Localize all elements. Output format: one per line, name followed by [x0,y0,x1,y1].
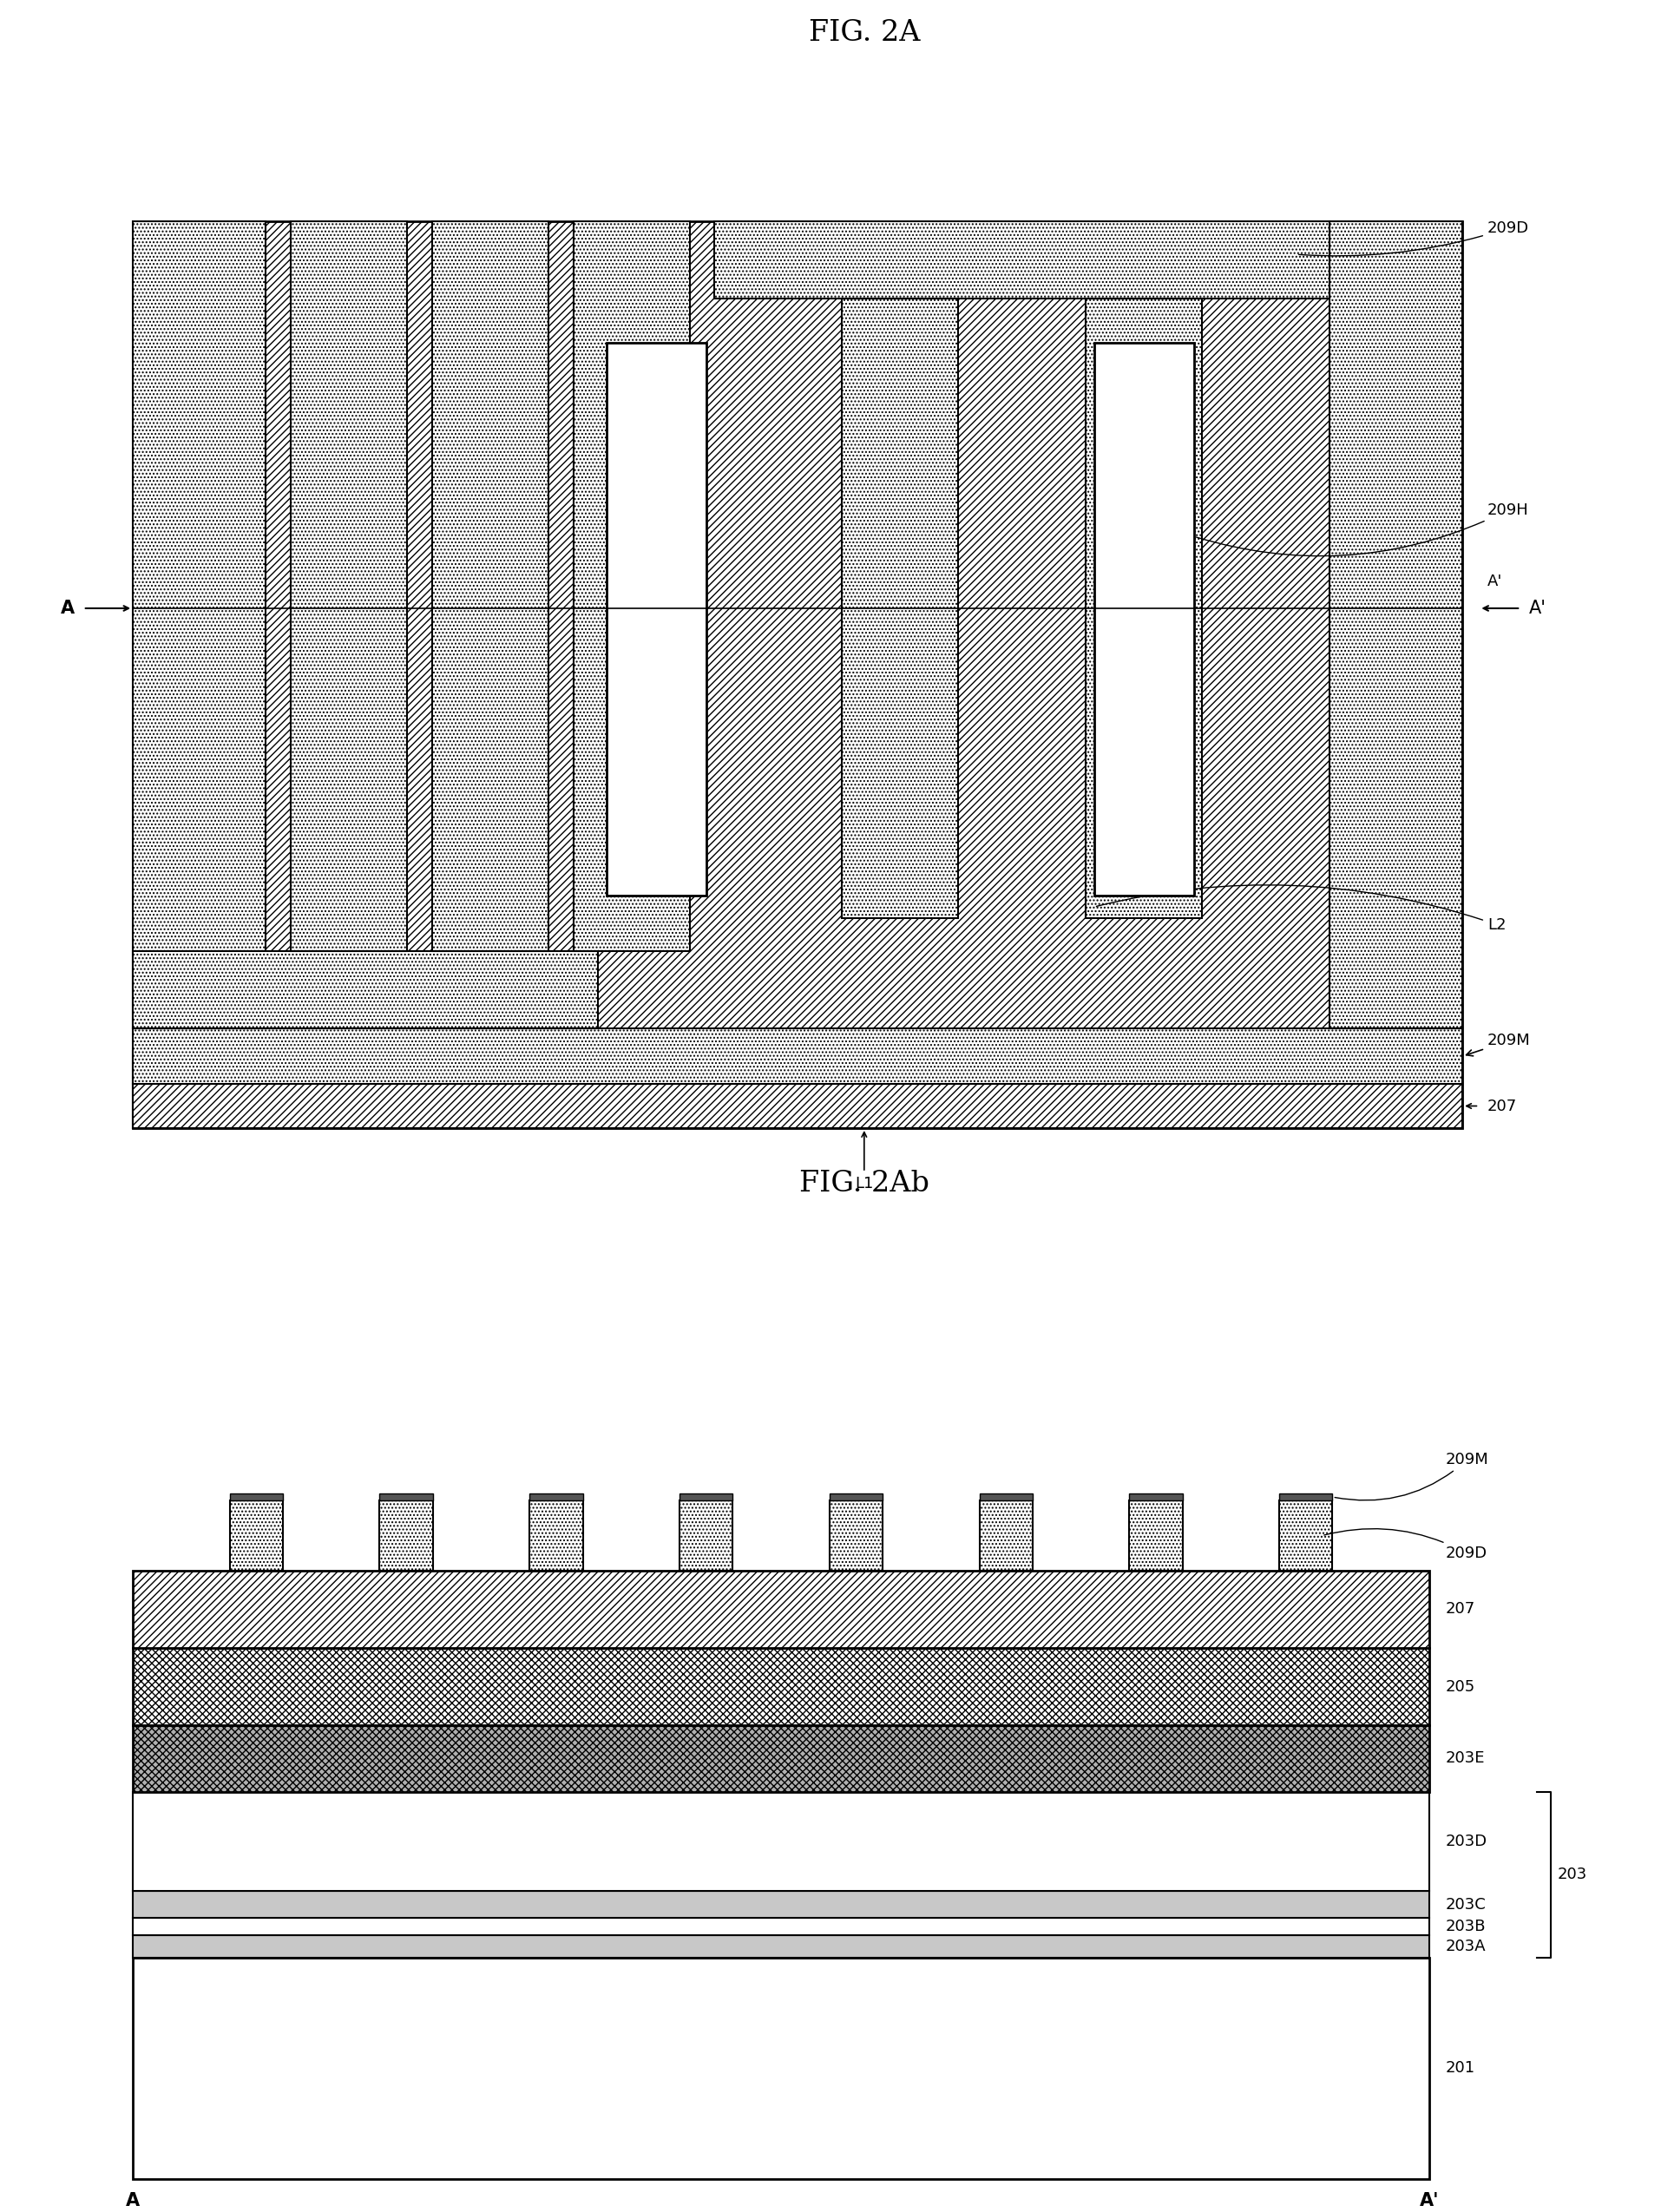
Text: 203E: 203E [1445,1750,1485,1767]
Bar [133,951,598,1029]
Text: FIG. 2Ab: FIG. 2Ab [799,1170,928,1197]
Bar [133,1648,1428,1725]
Bar [714,221,1329,299]
Text: FIG. 2A: FIG. 2A [807,20,920,46]
Bar [133,221,266,1029]
Bar [573,221,689,951]
Bar [1129,1502,1183,1571]
Bar [1279,1493,1332,1502]
Text: A: A [61,599,75,617]
Bar [379,1502,432,1571]
Bar [606,343,706,896]
Bar [829,1502,882,1571]
Bar [530,1493,583,1502]
Text: 203B: 203B [1445,1918,1485,1936]
Bar [133,1029,1462,1084]
Bar [229,1493,282,1502]
Bar [679,1502,733,1571]
Text: 203D: 203D [1445,1834,1487,1849]
Text: 203A: 203A [1445,1938,1485,1955]
Text: A': A' [1528,599,1545,617]
Text: L1: L1 [854,1175,874,1192]
Text: A': A' [1418,2192,1438,2210]
Text: 209D: 209D [1324,1528,1487,1562]
Bar [829,1493,882,1502]
Bar [1085,299,1201,918]
Bar [1093,343,1193,896]
Bar [1279,1502,1332,1571]
Text: 201: 201 [1445,2059,1475,2077]
Bar [133,1936,1428,1958]
Bar [432,221,548,951]
Bar [978,1493,1031,1502]
Text: 209H: 209H [1196,502,1528,555]
Bar [530,1502,583,1571]
Bar [1329,221,1462,1029]
Text: 203C: 203C [1445,1896,1485,1913]
Bar [229,1502,282,1571]
Bar [379,1493,432,1502]
Text: A': A' [1487,573,1502,591]
Text: A: A [126,2192,140,2210]
Bar [133,1918,1428,1936]
Bar [133,221,1462,1128]
Bar [133,1958,1428,2179]
Text: 205: 205 [1445,1679,1475,1694]
Text: 203: 203 [1556,1867,1586,1882]
Text: 207: 207 [1445,1601,1475,1617]
Bar [133,1891,1428,1918]
Bar [133,1571,1428,1648]
Bar [1129,1493,1183,1502]
Bar [978,1502,1031,1571]
Bar [133,1051,1462,1128]
Bar [133,1084,1462,1128]
Text: L2: L2 [1096,885,1505,933]
Bar [133,1725,1428,1792]
Bar [133,1792,1428,1891]
Text: 207: 207 [1487,1097,1516,1115]
Bar [679,1493,733,1502]
Text: 209M: 209M [1334,1451,1488,1500]
Text: 209M: 209M [1465,1033,1530,1055]
Bar [291,221,407,951]
Text: 209D: 209D [1297,221,1528,257]
Bar [842,299,958,918]
